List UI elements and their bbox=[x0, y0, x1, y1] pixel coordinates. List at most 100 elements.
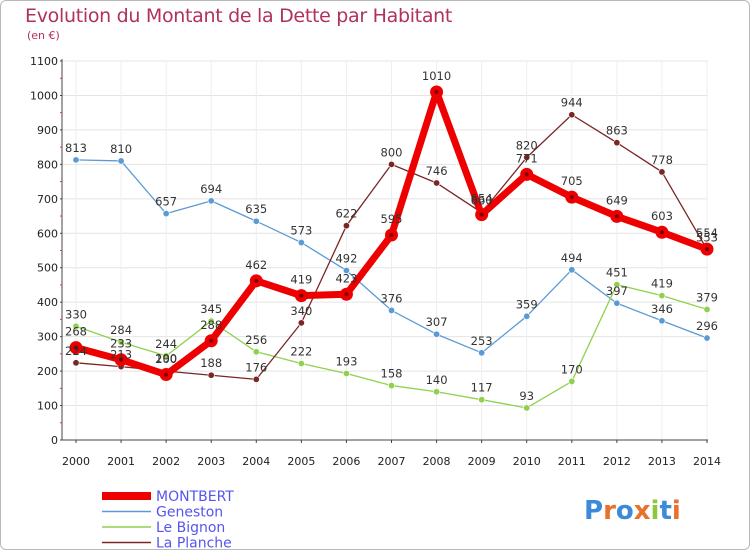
data-point bbox=[297, 319, 305, 327]
data-point bbox=[658, 168, 666, 176]
data-point-center bbox=[164, 372, 169, 377]
data-point bbox=[342, 266, 350, 274]
data-label: 419 bbox=[651, 277, 673, 291]
x-tick-label: 2011 bbox=[558, 455, 586, 468]
data-label: 813 bbox=[65, 141, 87, 155]
data-label: 746 bbox=[426, 164, 448, 178]
data-point bbox=[207, 197, 215, 205]
data-point bbox=[658, 317, 666, 325]
data-label: 288 bbox=[200, 318, 222, 332]
data-point bbox=[433, 330, 441, 338]
data-label: 193 bbox=[335, 355, 357, 369]
data-label: 622 bbox=[335, 207, 357, 221]
x-tick-label: 2003 bbox=[197, 455, 225, 468]
data-label: 158 bbox=[381, 367, 403, 381]
data-label: 213 bbox=[110, 348, 132, 362]
x-tick-label: 2010 bbox=[513, 455, 541, 468]
data-point-center bbox=[705, 247, 709, 252]
data-point-center bbox=[659, 230, 664, 235]
data-point bbox=[658, 292, 666, 300]
x-tick-label: 2005 bbox=[287, 455, 315, 468]
data-point bbox=[162, 352, 170, 360]
legend-label: MONTBERT bbox=[156, 489, 234, 505]
x-tick-label: 2008 bbox=[423, 455, 451, 468]
data-label: 397 bbox=[606, 284, 628, 298]
data-label: 810 bbox=[110, 142, 132, 156]
data-point bbox=[613, 299, 621, 307]
legend-label: Geneston bbox=[156, 505, 223, 521]
data-point bbox=[387, 382, 395, 390]
x-tick-label: 2002 bbox=[152, 455, 180, 468]
data-label: 222 bbox=[290, 345, 312, 359]
data-point bbox=[523, 404, 531, 412]
data-label: 117 bbox=[471, 381, 493, 395]
data-label: 657 bbox=[155, 195, 177, 209]
x-tick-label: 2012 bbox=[603, 455, 631, 468]
data-point bbox=[297, 239, 305, 247]
data-label: 200 bbox=[155, 352, 177, 366]
data-label: 654 bbox=[471, 192, 493, 206]
x-tick-label: 2000 bbox=[62, 455, 90, 468]
x-tick-label: 2009 bbox=[468, 455, 496, 468]
data-label: 778 bbox=[651, 153, 673, 167]
data-label: 863 bbox=[606, 124, 628, 138]
data-point bbox=[703, 305, 711, 313]
data-point bbox=[613, 281, 621, 289]
data-point bbox=[207, 317, 215, 325]
x-tick-label: 2014 bbox=[693, 455, 721, 468]
data-point bbox=[613, 139, 621, 147]
data-labels: 268 233 190 288 462 419 423 595 1010 654 771 705 649… bbox=[65, 69, 718, 403]
data-point bbox=[523, 153, 531, 161]
data-label: 190 bbox=[155, 352, 177, 366]
data-label: 346 bbox=[651, 302, 673, 316]
data-point bbox=[387, 306, 395, 314]
series-geneston bbox=[72, 156, 711, 357]
data-label: 170 bbox=[561, 362, 583, 376]
data-point bbox=[342, 222, 350, 230]
x-tick-label: 2001 bbox=[107, 455, 135, 468]
y-tick-label: 700 bbox=[37, 193, 58, 206]
x-tick-label: 2013 bbox=[648, 455, 676, 468]
y-tick-label: 900 bbox=[37, 124, 58, 137]
data-label: 771 bbox=[516, 151, 538, 165]
data-point bbox=[568, 111, 576, 119]
data-label: 256 bbox=[245, 333, 267, 347]
x-tick-label: 2007 bbox=[378, 455, 406, 468]
data-point-center bbox=[254, 278, 259, 283]
data-label: 296 bbox=[696, 319, 718, 333]
data-point-center bbox=[74, 345, 78, 350]
data-label: 705 bbox=[561, 174, 583, 188]
data-label: 595 bbox=[381, 212, 403, 226]
data-label: 573 bbox=[290, 224, 312, 238]
data-point-center bbox=[344, 292, 349, 297]
y-tick-label: 400 bbox=[37, 296, 58, 309]
data-point bbox=[568, 377, 576, 385]
data-label: 694 bbox=[200, 182, 222, 196]
data-point bbox=[72, 156, 80, 164]
data-point bbox=[297, 360, 305, 368]
data-label: 284 bbox=[110, 323, 132, 337]
data-label: 800 bbox=[381, 145, 403, 159]
y-tick-label: 800 bbox=[37, 158, 58, 171]
series-le-bignon bbox=[72, 281, 711, 412]
data-label: 268 bbox=[65, 325, 87, 339]
data-point-center bbox=[434, 90, 439, 95]
data-label: 1010 bbox=[422, 69, 451, 83]
legend-label: La Planche bbox=[156, 536, 232, 550]
data-label: 554 bbox=[696, 226, 718, 240]
data-point-center bbox=[569, 195, 574, 200]
data-label: 176 bbox=[245, 360, 267, 374]
proxiti-logo: Proxiti bbox=[584, 496, 681, 526]
data-point bbox=[433, 388, 441, 396]
data-point bbox=[72, 359, 80, 367]
data-point bbox=[703, 334, 711, 342]
data-point bbox=[162, 210, 170, 218]
data-label: 244 bbox=[155, 337, 177, 351]
y-tick-label: 300 bbox=[37, 331, 58, 344]
data-label: 944 bbox=[561, 96, 583, 110]
data-point bbox=[478, 396, 486, 404]
data-label: 233 bbox=[110, 337, 132, 351]
data-label: 492 bbox=[335, 251, 357, 265]
data-point bbox=[207, 371, 215, 379]
